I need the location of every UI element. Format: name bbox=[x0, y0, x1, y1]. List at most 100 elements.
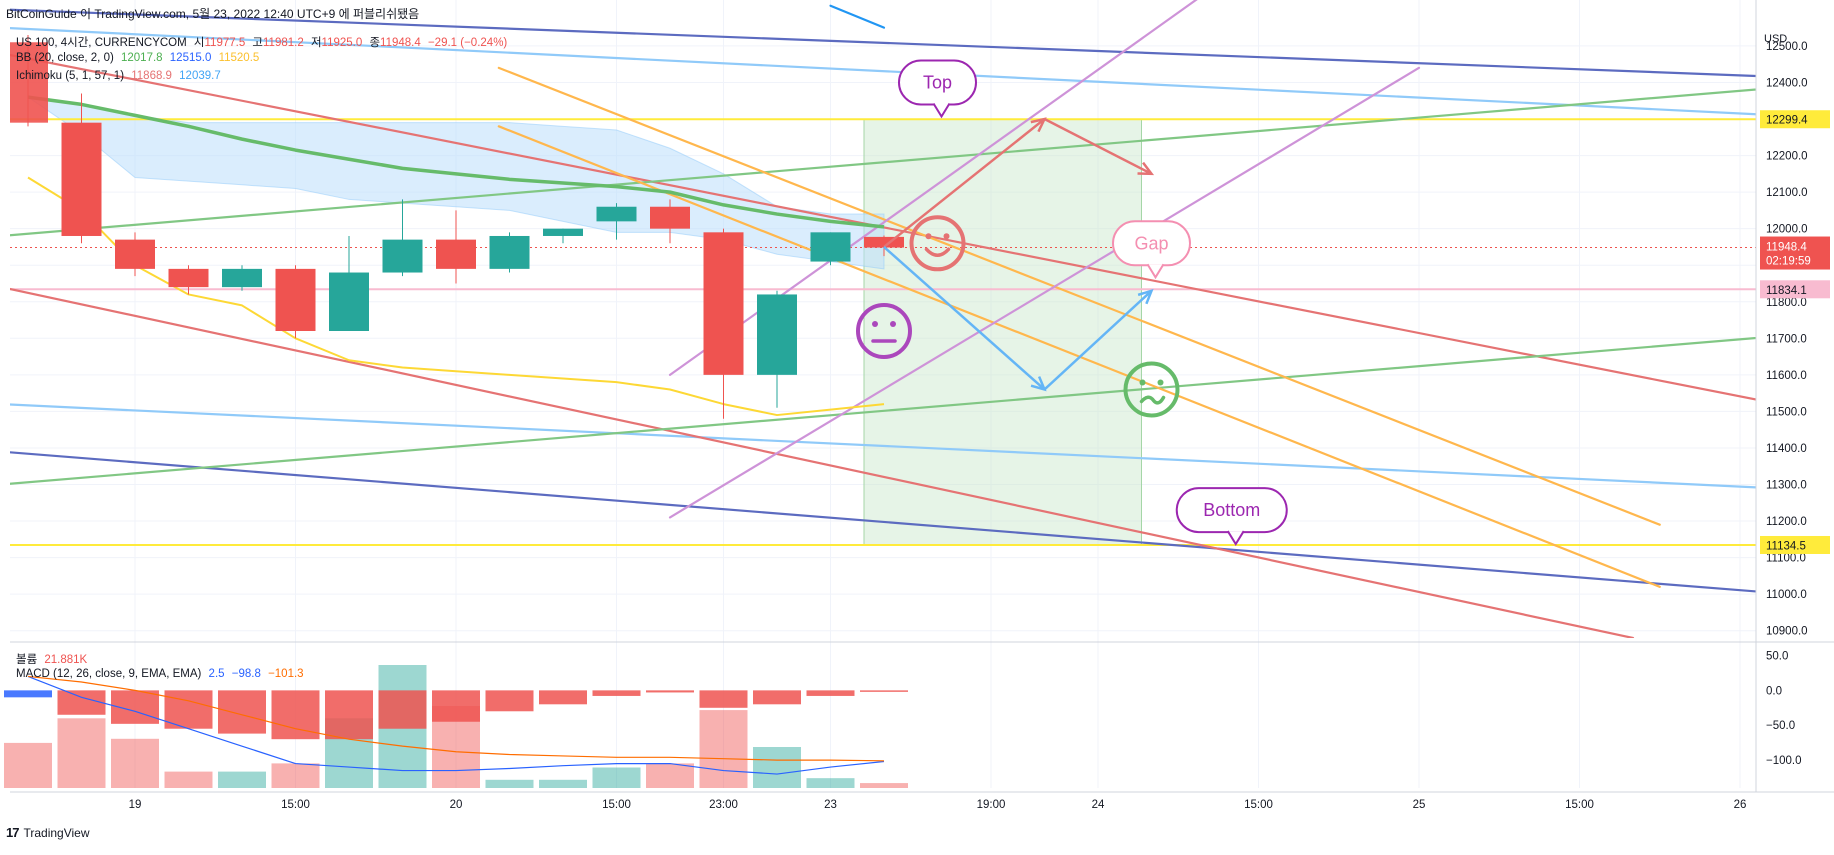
subpanes-layer bbox=[4, 665, 908, 788]
volume-bar bbox=[485, 779, 534, 788]
macd-value-3: −101.3 bbox=[268, 668, 304, 680]
trend-lines-layer bbox=[10, 0, 1756, 638]
face-eye bbox=[943, 233, 950, 240]
price-tick-label: 12400.0 bbox=[1766, 77, 1808, 89]
trend-line bbox=[10, 287, 1635, 638]
open-label: 시 bbox=[193, 37, 205, 49]
macd-tick-label: 50.0 bbox=[1766, 650, 1788, 662]
symbol-legend[interactable]: US 100, 4시간, CURRENCYCOM 시11977.5 고11981… bbox=[16, 34, 507, 50]
candle-body[interactable] bbox=[650, 206, 690, 229]
volume-bar bbox=[699, 710, 748, 788]
time-tick-label: 15:00 bbox=[1565, 799, 1594, 811]
candle-body[interactable] bbox=[168, 268, 209, 288]
volume-bar bbox=[646, 763, 694, 788]
current-price-countdown: 02:19:59 bbox=[1766, 256, 1811, 268]
macd-histogram-bar bbox=[378, 690, 427, 729]
price-tick-label: 11300.0 bbox=[1766, 480, 1807, 492]
price-tick-label: 11600.0 bbox=[1766, 370, 1807, 382]
candle-body[interactable] bbox=[329, 272, 369, 331]
close-value: 11948.4 bbox=[380, 37, 421, 49]
face-eye bbox=[1139, 379, 1146, 386]
face-outline bbox=[1123, 361, 1180, 418]
volume-value: 21.881K bbox=[44, 654, 88, 666]
annotations-layer: Top Gap Bottom bbox=[856, 59, 1288, 546]
macd-histogram-bar bbox=[57, 690, 106, 715]
volume-bar bbox=[860, 783, 908, 788]
price-tick-label: 11000.0 bbox=[1766, 589, 1807, 601]
current-price-label: 11948.4 02:19:59 bbox=[1760, 236, 1830, 270]
candle-body[interactable] bbox=[703, 232, 744, 375]
callout-tail bbox=[1226, 530, 1245, 546]
trend-line bbox=[10, 403, 1756, 489]
projection-arrow bbox=[883, 246, 1046, 391]
macd-tick-label: −50.0 bbox=[1766, 720, 1795, 732]
trend-line bbox=[829, 4, 886, 29]
macd-value-1: 2.5 bbox=[208, 668, 225, 680]
macd-histogram-bar bbox=[485, 690, 534, 712]
candle-body[interactable] bbox=[543, 228, 583, 236]
ichimoku-legend[interactable]: Ichimoku (5, 1, 57, 1) 11868.9 12039.7 bbox=[16, 70, 221, 82]
time-tick-label: 15:00 bbox=[1244, 799, 1273, 811]
candle-body[interactable] bbox=[864, 236, 904, 248]
candle-body[interactable] bbox=[757, 294, 797, 375]
callout-bottom[interactable]: Bottom bbox=[1175, 487, 1288, 546]
price-tick-label: 12100.0 bbox=[1766, 187, 1808, 199]
confused-face-icon bbox=[1123, 361, 1180, 418]
price-axis-currency: USD bbox=[1764, 33, 1787, 45]
price-tick-label: 12500.0 bbox=[1766, 41, 1808, 53]
candle-body[interactable] bbox=[382, 239, 423, 273]
macd-value-2: −98.8 bbox=[231, 668, 261, 680]
ichimoku-value-2: 12039.7 bbox=[179, 70, 221, 82]
level-label-12299.4: 12299.4 bbox=[1760, 110, 1830, 129]
volume-bar bbox=[111, 738, 159, 788]
candle-body[interactable] bbox=[810, 232, 851, 262]
level-label-bg bbox=[1760, 535, 1830, 554]
price-tick-label: 11200.0 bbox=[1766, 516, 1807, 528]
candle-body[interactable] bbox=[489, 235, 530, 269]
trend-line bbox=[497, 66, 1661, 526]
volume-bar bbox=[57, 718, 106, 788]
macd-histogram-bar bbox=[806, 690, 855, 696]
time-tick-label: 23:00 bbox=[709, 799, 738, 811]
time-tick-label: 24 bbox=[1092, 799, 1105, 811]
bb-basis-line bbox=[27, 95, 885, 229]
level-label-text: 11834.1 bbox=[1766, 285, 1807, 297]
volume-bar bbox=[592, 767, 641, 788]
face-outline bbox=[856, 303, 912, 359]
candle-body[interactable] bbox=[8, 42, 48, 123]
arrow-head bbox=[1137, 161, 1155, 176]
candle-body[interactable] bbox=[596, 206, 637, 222]
volume-bar bbox=[218, 771, 266, 788]
face-mouth bbox=[1139, 395, 1166, 405]
macd-histogram-bar bbox=[592, 690, 641, 696]
time-tick-label: 26 bbox=[1734, 799, 1747, 811]
volume-bar bbox=[271, 763, 320, 788]
candle-body[interactable] bbox=[275, 268, 316, 331]
bb-legend[interactable]: BB (20, close, 2, 0) 12017.8 12515.0 115… bbox=[16, 52, 259, 64]
footer-brand: TradingView bbox=[23, 825, 90, 840]
attribution-header: BitCoinGuide 이 TradingView.com, 5월 23, 2… bbox=[6, 7, 420, 21]
face-mouth bbox=[924, 247, 951, 258]
trend-line bbox=[668, 66, 1421, 519]
time-tick-label: 23 bbox=[824, 799, 837, 811]
callout-gap[interactable]: Gap bbox=[1112, 220, 1191, 280]
neutral-face-icon bbox=[856, 303, 912, 359]
volume-legend[interactable]: 볼륨 21.881K bbox=[16, 651, 87, 667]
current-price-label-bg bbox=[1760, 236, 1830, 270]
tradingview-logo-icon: 17 bbox=[6, 825, 20, 840]
callout-top[interactable]: Top bbox=[898, 59, 977, 119]
candle-body[interactable] bbox=[222, 268, 262, 288]
candle-body[interactable] bbox=[436, 239, 476, 269]
time-tick-label: 19 bbox=[129, 799, 142, 811]
macd-histogram-bar bbox=[325, 690, 373, 740]
callout-text: Top bbox=[923, 72, 952, 92]
low-value: 11925.0 bbox=[321, 37, 363, 49]
candle-body[interactable] bbox=[115, 239, 155, 269]
volume-bar bbox=[806, 778, 855, 788]
level-label-bg bbox=[1760, 280, 1830, 299]
macd-legend[interactable]: MACD (12, 26, close, 9, EMA, EMA) 2.5 −9… bbox=[16, 668, 304, 680]
candle-body[interactable] bbox=[61, 122, 102, 236]
trend-line bbox=[10, 8, 1756, 78]
macd-histogram-bar bbox=[860, 690, 908, 692]
